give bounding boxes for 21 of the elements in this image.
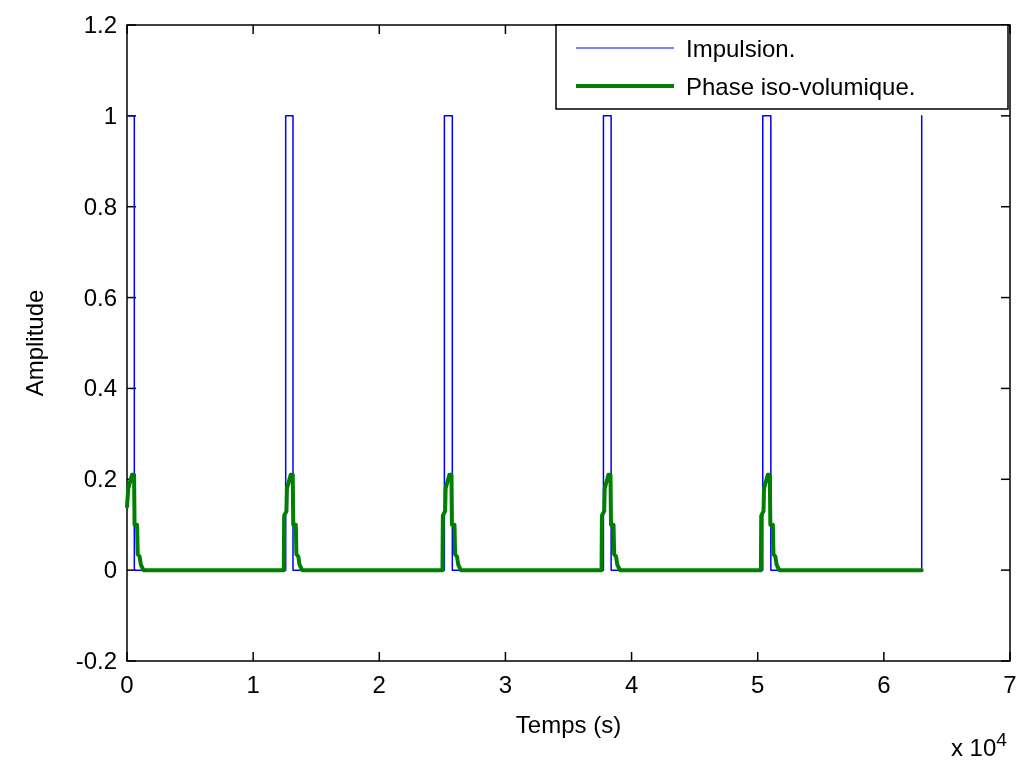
x-tick-label: 1 [246, 671, 260, 698]
x-tick-label: 4 [624, 671, 639, 698]
y-tick-label: 0.4 [83, 374, 117, 402]
y-tick-label: 0.6 [83, 283, 117, 311]
y-tick-label: 0 [103, 556, 117, 584]
x-tick-label: 3 [498, 671, 513, 698]
x-tick-label: 7 [1003, 671, 1017, 698]
legend-label: Phase iso-volumique. [686, 73, 916, 100]
x-tick-label: 6 [877, 671, 891, 698]
x-tick-label: 5 [751, 671, 765, 698]
y-tick-label: 0.2 [83, 465, 117, 493]
y-tick-label: 1.2 [83, 11, 117, 38]
y-tick-label: 1 [103, 101, 117, 129]
y-tick-label: -0.2 [75, 647, 117, 674]
y-axis-title: Amplitude [21, 289, 48, 397]
y-tick-label: 0.8 [83, 192, 117, 220]
x-axis-title: Temps (s) [515, 711, 622, 738]
text: x 10$^{4}$ [950, 728, 1008, 761]
x-tick-label: 0 [120, 671, 134, 698]
legend-label: Impulsion. [686, 35, 796, 62]
x-tick-label: 2 [372, 671, 386, 698]
